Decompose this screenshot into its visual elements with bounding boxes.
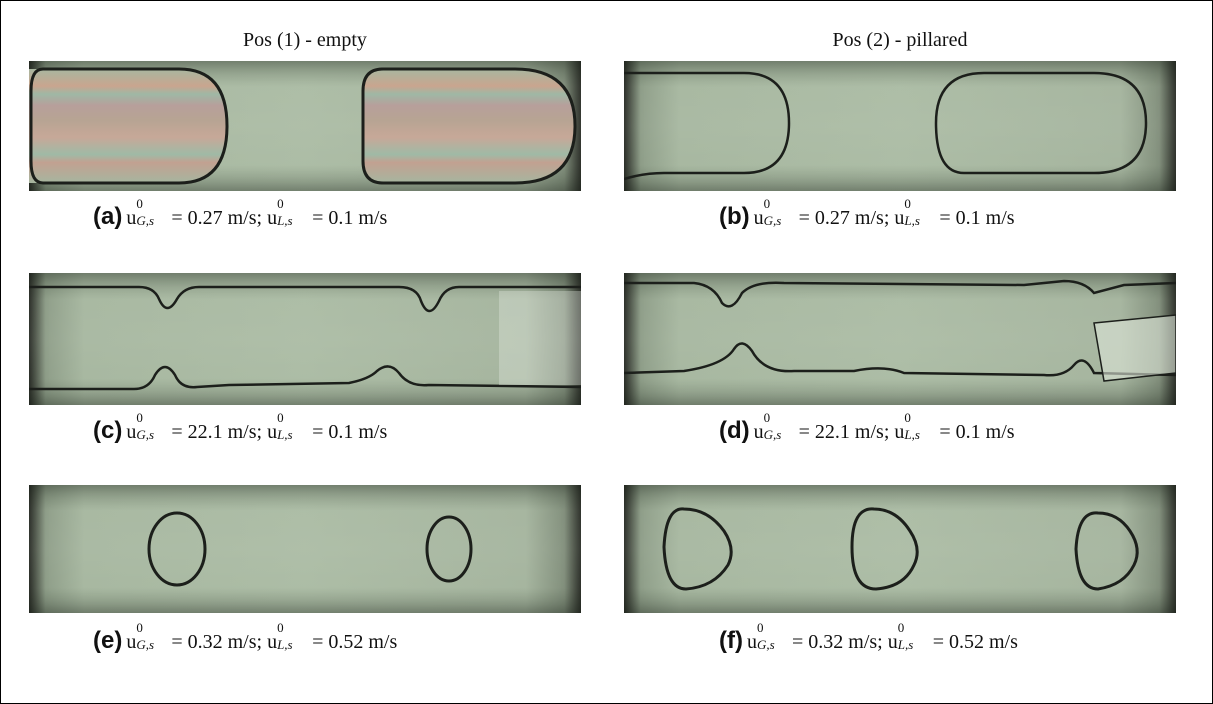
- variable-u: u: [753, 207, 764, 229]
- variable-u: u: [126, 421, 137, 443]
- liquid-velocity: = 0.1 m/s: [939, 421, 1015, 443]
- subscript-liquid: L,s: [277, 427, 293, 442]
- superscript: 0: [756, 620, 764, 635]
- superscript: 0: [904, 410, 911, 425]
- gas-velocity: = 0.32 m/s;: [791, 631, 883, 653]
- liquid-velocity: = 0.52 m/s: [932, 631, 1018, 653]
- superscript: 0: [897, 620, 905, 635]
- superscript: 0: [136, 410, 143, 425]
- superscript: 0: [136, 620, 143, 635]
- liquid-velocity: = 0.1 m/s: [939, 207, 1015, 229]
- micrograph-c: [29, 273, 581, 405]
- variable-u: u: [267, 631, 278, 653]
- column-header-pillared: Pos (2) - pillared: [832, 29, 968, 51]
- bubble-outline-d: [624, 279, 1176, 382]
- subscript-gas: G,s: [763, 427, 782, 442]
- superscript: 0: [277, 196, 284, 211]
- superscript: 0: [904, 196, 911, 211]
- superscript: 0: [277, 410, 284, 425]
- micrograph-d: [624, 273, 1176, 405]
- bubble-outline-c: [29, 285, 581, 391]
- micrograph-a: [29, 61, 581, 191]
- superscript: 0: [277, 620, 284, 635]
- bubble-outline-a: [29, 67, 577, 185]
- variable-u: u: [887, 631, 898, 653]
- liquid-velocity: = 0.52 m/s: [312, 631, 398, 653]
- subscript-liquid: L,s: [904, 213, 920, 228]
- variable-u: u: [894, 207, 905, 229]
- bubble-outline-e: [147, 511, 473, 587]
- gas-velocity: = 22.1 m/s;: [798, 421, 890, 443]
- micrograph-b: [624, 61, 1176, 191]
- gas-velocity: = 0.27 m/s;: [171, 207, 263, 229]
- variable-u: u: [126, 631, 137, 653]
- panel-label-b: (b): [719, 203, 750, 230]
- caption-d: (d) u 0 G,s = 22.1 m/s; u 0 L,s = 0.1 m/s: [719, 410, 1015, 449]
- gas-velocity: = 0.27 m/s;: [798, 207, 890, 229]
- variable-u: u: [753, 421, 764, 443]
- variable-u: u: [267, 421, 278, 443]
- subscript-gas: G,s: [136, 637, 155, 652]
- superscript: 0: [763, 410, 771, 425]
- micrograph-f: [624, 485, 1176, 613]
- variable-u: u: [746, 631, 757, 653]
- subscript-gas: G,s: [756, 637, 775, 652]
- subscript-liquid: L,s: [897, 637, 914, 652]
- panel-label-c: (c): [93, 417, 123, 444]
- panel-label-f: (f): [719, 627, 743, 654]
- caption-c: (c) u 0 G,s = 22.1 m/s; u 0 L,s = 0.1 m/s: [93, 410, 388, 449]
- gas-velocity: = 0.32 m/s;: [171, 631, 263, 653]
- liquid-velocity: = 0.1 m/s: [312, 421, 388, 443]
- caption-e: (e) u 0 G,s = 0.32 m/s; u 0 L,s = 0.52 m/s: [93, 620, 398, 659]
- subscript-gas: G,s: [136, 427, 155, 442]
- liquid-velocity: = 0.1 m/s: [312, 207, 388, 229]
- caption-a: (a) u 0 G,s = 0.27 m/s; u 0 L,s = 0.1 m/s: [93, 196, 388, 235]
- subscript-liquid: L,s: [277, 213, 293, 228]
- caption-f: (f) u 0 G,s = 0.32 m/s; u 0 L,s = 0.52 m/s: [719, 620, 1018, 659]
- variable-u: u: [267, 207, 278, 229]
- gas-velocity: = 22.1 m/s;: [171, 421, 263, 443]
- bubble-outline-f: [662, 507, 1139, 591]
- caption-b: (b) u 0 G,s = 0.27 m/s; u 0 L,s = 0.1 m/s: [719, 196, 1015, 235]
- superscript: 0: [763, 196, 771, 211]
- superscript: 0: [136, 196, 143, 211]
- panel-label-a: (a): [93, 203, 123, 230]
- panel-label-d: (d): [719, 417, 750, 444]
- subscript-liquid: L,s: [277, 637, 293, 652]
- bubble-outline-b: [624, 71, 1148, 181]
- variable-u: u: [894, 421, 905, 443]
- variable-u: u: [126, 207, 137, 229]
- panel-label-e: (e): [93, 627, 123, 654]
- subscript-gas: G,s: [763, 213, 782, 228]
- subscript-gas: G,s: [136, 213, 155, 228]
- micrograph-e: [29, 485, 581, 613]
- column-header-empty: Pos (1) - empty: [243, 29, 367, 51]
- subscript-liquid: L,s: [904, 427, 920, 442]
